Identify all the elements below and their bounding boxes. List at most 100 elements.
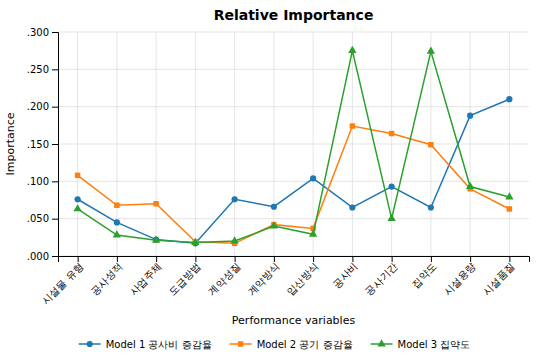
y-tick: .150 [27,139,58,150]
x-tick: 공사성적 [88,256,124,297]
x-tick-mark [195,256,196,262]
point [309,230,317,237]
y-axis-line [52,33,59,257]
y-tick: .300 [27,27,58,38]
legend-label: Model 1 공사비 증감율 [106,339,212,350]
point [428,142,433,147]
x-tick-label: 시설용량 [442,261,478,297]
x-tick: 공사비 [331,256,360,290]
chart: .000 .050 .100 .150 .200 .250 .300 시설물 유형공사성적사업… [0,0,549,356]
y-tick-label: .050 [27,213,49,224]
y-tick-mark [52,181,58,182]
point [153,201,158,206]
x-tick: 계약성질 [206,256,242,297]
point [232,196,238,202]
x-tick-label: 공사비 [331,261,360,290]
x-axis-title: Performance variables [232,314,356,327]
point [467,113,473,119]
grid [58,32,529,256]
y-tick-label: .250 [27,64,49,75]
x-tick-label: 계약성질 [206,261,242,297]
x-tick: 시설용량 [442,256,478,297]
y-tick-label: .000 [27,251,49,262]
grid-line [352,32,353,256]
grid-line [58,181,529,182]
legend: Model 1 공사비 증감율 Model 2 공기 증감율 Model 3 집약도 [79,339,471,350]
x-axis: 시설물 유형공사성적사업주체도급방법계약성질계약방식입산방식 공사비공사기간 집약도… [40,256,530,306]
point [350,123,355,128]
point [75,196,81,202]
x-tick: 시설품질 [481,256,517,297]
point [389,183,395,189]
y-axis: .000 .050 .100 .150 .200 .250 .300 [27,27,59,262]
y-tick-mark [52,107,58,108]
x-tick: 계약방식 [245,256,281,297]
point [270,221,278,228]
x-tick-label: 입산방식 [285,261,321,297]
x-tick-label: 공사기간 [363,261,399,297]
grid-line [313,32,314,256]
x-tick: 사업주체 [128,256,164,297]
x-tick-label: 도급방법 [167,261,203,297]
x-tick-mark [274,256,275,262]
legend-label: Model 2 공기 증감율 [257,339,353,350]
y-tick-label: .300 [27,27,49,38]
line [78,126,510,243]
series [73,46,513,245]
x-tick-mark [156,256,157,262]
y-tick: .000 [27,251,58,262]
y-tick: .100 [27,176,58,187]
x-axis-line [59,257,530,263]
grid-line [58,218,529,219]
y-axis-title: Importance [4,112,17,175]
point [73,204,81,211]
grid-line [77,32,78,256]
x-tick-mark [392,256,393,262]
point [114,219,120,225]
y-tick-mark [52,32,58,33]
x-tick: 입산방식 [285,256,321,297]
grid-line [470,32,471,256]
y-tick-mark [52,144,58,145]
y-tick-mark [52,219,58,220]
grid-line [58,69,529,70]
line [78,51,510,243]
point [152,236,160,243]
y-tick: .250 [27,64,58,75]
plot: .000 .050 .100 .150 .200 .250 .300 시설물 유형공사성적사업… [27,27,530,307]
x-tick-label: 계약방식 [245,261,281,297]
y-tick-mark [52,256,58,257]
series [75,96,513,246]
point [427,47,435,54]
point [75,173,80,178]
point [389,131,394,136]
legend-item: Model 3 집약도 [371,339,471,350]
marks [73,46,513,247]
x-tick-mark [117,256,118,262]
point [387,214,395,221]
x-tick-mark [470,256,471,262]
grid-line [234,32,235,256]
x-tick: 집약도 [409,256,438,290]
point [505,192,513,199]
point [349,204,355,210]
y-tick: .200 [27,101,58,112]
x-tick-mark [431,256,432,262]
point [114,202,119,207]
grid-line [58,32,529,33]
x-tick-mark [509,256,510,262]
series [75,123,512,246]
x-tick: 시설물 유형 [40,256,85,306]
x-tick: 공사기간 [363,256,399,297]
title: Relative Importance [214,7,374,23]
grid-line [391,32,392,256]
y-tick-label: .100 [27,176,49,187]
x-tick-label: 집약도 [409,261,438,290]
point [348,46,356,53]
x-tick-label: 시설물 유형 [40,261,85,306]
y-tick-label: .200 [27,101,49,112]
x-tick-mark [352,256,353,262]
x-tick-label: 사업주체 [128,261,164,297]
y-tick: .050 [27,213,58,224]
point [271,204,277,210]
